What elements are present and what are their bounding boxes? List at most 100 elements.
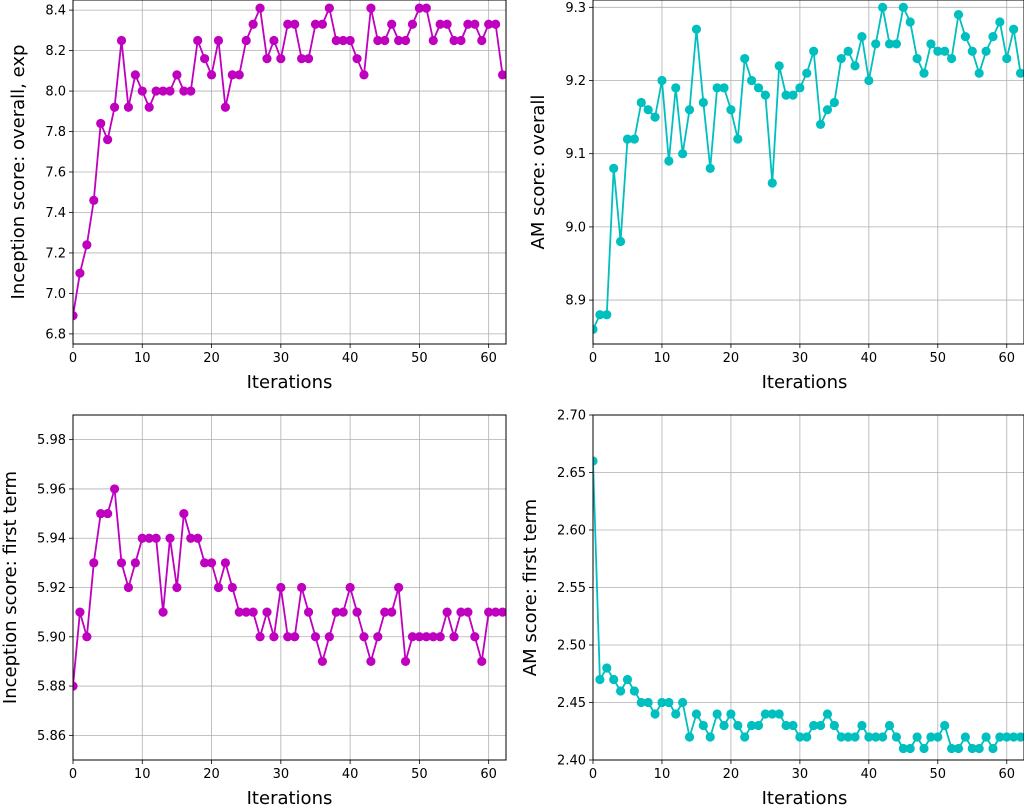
data-point [898,2,908,12]
data-point [206,70,217,80]
data-point [884,720,895,731]
data-point [836,732,846,742]
data-point [179,86,189,96]
data-point [449,632,459,642]
data-point [200,54,210,64]
data-point [843,732,853,742]
data-point [220,102,231,112]
data-point [705,732,715,742]
x-tick-label: 30 [273,351,290,366]
x-tick-label: 0 [69,767,77,782]
data-point [366,3,376,13]
data-point [981,46,991,56]
y-axis-label: Inception score: first term [0,471,21,704]
x-tick-label: 30 [792,351,809,366]
chart-panel-1: 0 10 20 30 40 50 60 6.8 7.0 7.2 7.4 7.6 7.8 8.0 8.2 8.4… [8,0,507,393]
data-point [809,720,819,731]
data-point [774,61,784,71]
data-point [629,686,639,696]
data-point [760,90,771,100]
data-point [290,19,300,29]
data-point [767,178,777,188]
data-point [179,508,189,519]
grid [73,415,506,760]
data-point [802,732,812,742]
data-point [123,102,134,112]
data-point [733,720,743,731]
data-point [421,3,431,13]
data-point [650,709,660,719]
data-point [698,720,708,731]
data-point [123,582,134,593]
y-tick-label: 5.90 [37,630,66,645]
data-point [331,607,341,617]
data-point [283,632,293,642]
data-point [241,35,251,46]
data-point [595,674,605,685]
data-point [206,558,217,568]
data-point [387,19,397,29]
data-point [394,35,404,46]
y-axis-label: AM score: overall [528,95,549,250]
data-point [262,607,272,617]
x-tick-label: 0 [589,767,597,782]
data-point [981,732,991,742]
data-point [373,35,383,46]
data-point [767,709,777,719]
y-tick-label: 2.55 [557,581,586,596]
data-point [691,24,702,34]
data-point [650,112,660,122]
data-point [974,68,984,78]
data-point [878,2,888,12]
y-tick-label: 5.86 [37,729,66,744]
data-point [871,39,881,49]
data-point [740,53,750,64]
data-point [255,632,265,642]
x-tick-label: 20 [203,351,220,366]
data-point [151,533,161,543]
data-point [310,19,321,29]
data-point [960,31,970,42]
data-point [297,54,307,64]
data-point [864,75,874,86]
data-point [629,134,639,144]
data-point [705,163,715,173]
data-point [435,632,445,642]
data-point [912,732,922,742]
data-point [995,17,1005,27]
data-point [1002,732,1012,742]
data-point [788,720,798,731]
data-point [712,709,722,719]
data-point [719,720,729,731]
data-point [615,236,626,247]
x-tick-label: 10 [654,767,671,782]
data-point [269,35,279,46]
data-point [871,732,881,742]
data-point [82,240,92,250]
data-point [593,324,598,334]
data-point [484,19,494,29]
y-tick-label: 2.60 [557,524,586,539]
x-axis-label: Iterations [247,788,333,809]
data-point [456,607,466,617]
data-point [919,743,929,754]
y-tick-label: 8.9 [565,294,586,309]
data-point [815,720,826,731]
data-point [248,19,258,29]
data-point [484,607,494,617]
data-point [795,83,805,93]
data-point [974,743,984,754]
data-point [96,118,106,129]
data-point [953,10,964,20]
data-point [774,709,784,719]
data-point [733,134,743,144]
data-point [144,533,154,543]
y-tick-label: 2.70 [557,409,586,424]
data-point [234,70,244,80]
data-point [269,632,279,642]
data-point [262,54,272,64]
series-1 [73,484,506,691]
data-point [602,310,612,320]
data-point [684,732,695,742]
